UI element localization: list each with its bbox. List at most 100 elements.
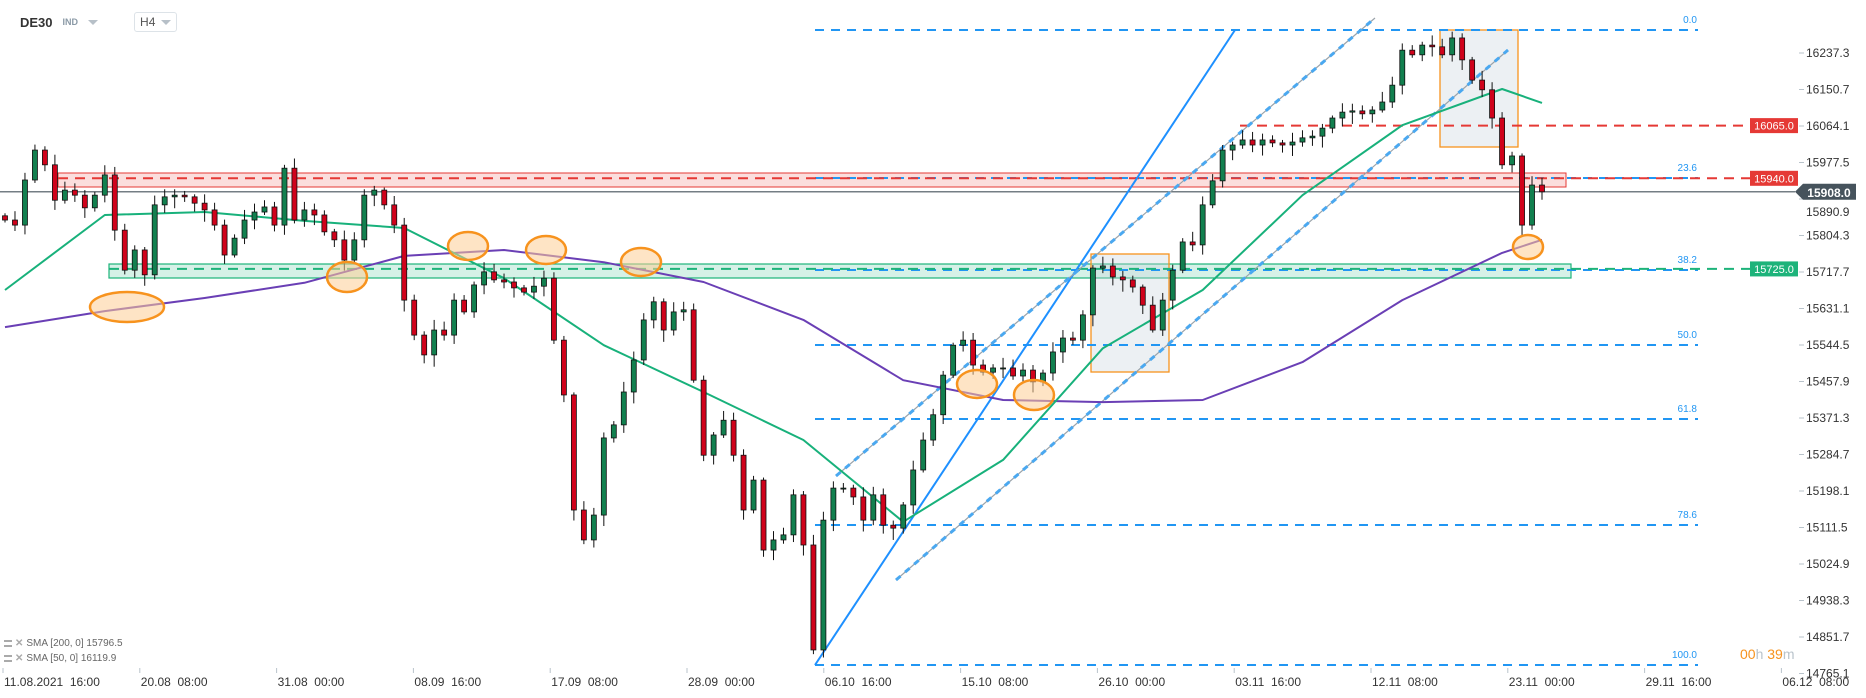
candle[interactable] bbox=[1369, 109, 1376, 115]
candle[interactable] bbox=[1379, 101, 1386, 111]
candle[interactable] bbox=[1249, 139, 1256, 146]
candle[interactable] bbox=[1020, 369, 1026, 377]
candle[interactable] bbox=[1269, 139, 1276, 144]
candle[interactable] bbox=[481, 271, 487, 286]
candle[interactable] bbox=[521, 287, 527, 293]
candle[interactable] bbox=[650, 301, 657, 321]
candle[interactable] bbox=[1429, 44, 1436, 48]
candle[interactable] bbox=[441, 329, 448, 336]
candle[interactable] bbox=[351, 239, 358, 261]
candle[interactable] bbox=[421, 334, 428, 356]
candle[interactable] bbox=[630, 359, 637, 393]
candle[interactable] bbox=[890, 524, 897, 529]
candle[interactable] bbox=[640, 319, 647, 361]
candle[interactable] bbox=[12, 219, 18, 226]
highlight-ellipse[interactable] bbox=[524, 234, 568, 266]
candle[interactable] bbox=[22, 179, 28, 226]
highlight-ellipse[interactable] bbox=[619, 246, 663, 278]
candle[interactable] bbox=[1219, 149, 1226, 182]
candle[interactable] bbox=[42, 149, 48, 166]
candle[interactable] bbox=[860, 496, 867, 521]
highlight-box[interactable] bbox=[1439, 29, 1519, 148]
candle[interactable] bbox=[670, 311, 677, 331]
candle[interactable] bbox=[660, 301, 667, 331]
candle[interactable] bbox=[1179, 241, 1186, 271]
candle[interactable] bbox=[491, 271, 497, 281]
candle[interactable] bbox=[720, 419, 727, 436]
candle[interactable] bbox=[1279, 142, 1286, 146]
candle[interactable] bbox=[950, 344, 957, 376]
candle[interactable] bbox=[1229, 144, 1236, 151]
candle[interactable] bbox=[501, 279, 507, 283]
candle[interactable] bbox=[830, 487, 837, 521]
candle[interactable] bbox=[371, 189, 378, 196]
candle[interactable] bbox=[1239, 139, 1246, 146]
candle[interactable] bbox=[1199, 204, 1206, 246]
candle[interactable] bbox=[1000, 367, 1006, 370]
candle[interactable] bbox=[800, 494, 807, 546]
candle[interactable] bbox=[191, 196, 198, 204]
candle[interactable] bbox=[970, 339, 977, 366]
candle[interactable] bbox=[161, 196, 168, 206]
candle[interactable] bbox=[321, 214, 328, 233]
candle[interactable] bbox=[570, 394, 577, 511]
close-icon[interactable]: ✕ bbox=[15, 653, 24, 664]
candle[interactable] bbox=[531, 285, 537, 293]
candle[interactable] bbox=[690, 309, 697, 381]
highlight-box[interactable] bbox=[1090, 253, 1170, 373]
candle[interactable] bbox=[121, 229, 128, 271]
candle[interactable] bbox=[1439, 46, 1446, 56]
candle[interactable] bbox=[1099, 265, 1106, 269]
candle[interactable] bbox=[920, 439, 927, 471]
candle[interactable] bbox=[131, 249, 138, 271]
highlight-ellipse[interactable] bbox=[955, 368, 999, 400]
candle[interactable] bbox=[471, 284, 477, 313]
candle[interactable] bbox=[1339, 111, 1346, 119]
candle[interactable] bbox=[551, 277, 557, 341]
candle[interactable] bbox=[231, 237, 238, 256]
candle[interactable] bbox=[101, 174, 108, 196]
candle[interactable] bbox=[401, 224, 408, 301]
candle[interactable] bbox=[590, 514, 597, 541]
candle[interactable] bbox=[840, 487, 847, 490]
symbol-dropdown-icon[interactable] bbox=[88, 19, 99, 25]
candle[interactable] bbox=[241, 219, 248, 239]
candle[interactable] bbox=[311, 209, 318, 216]
candle[interactable] bbox=[770, 539, 777, 551]
candle[interactable] bbox=[341, 239, 348, 261]
candle[interactable] bbox=[2, 215, 8, 221]
candle[interactable] bbox=[1459, 37, 1466, 61]
candle[interactable] bbox=[511, 281, 517, 289]
candle[interactable] bbox=[1079, 314, 1086, 341]
candle[interactable] bbox=[1499, 117, 1505, 166]
candle[interactable] bbox=[990, 367, 996, 373]
highlight-ellipse[interactable] bbox=[1511, 233, 1545, 261]
candle[interactable] bbox=[361, 194, 368, 241]
symbol-name[interactable]: DE30 bbox=[20, 14, 53, 30]
candle[interactable] bbox=[790, 494, 797, 536]
candle[interactable] bbox=[251, 211, 258, 221]
candle[interactable] bbox=[281, 167, 288, 226]
candle[interactable] bbox=[600, 437, 607, 516]
candle[interactable] bbox=[381, 189, 388, 206]
candle[interactable] bbox=[411, 299, 418, 336]
candle[interactable] bbox=[1139, 286, 1146, 306]
candle[interactable] bbox=[880, 494, 887, 526]
candle[interactable] bbox=[1209, 180, 1216, 206]
candle[interactable] bbox=[81, 194, 88, 209]
trend-line[interactable] bbox=[814, 29, 1236, 666]
candle[interactable] bbox=[1089, 267, 1096, 316]
candle[interactable] bbox=[1349, 110, 1356, 113]
candle[interactable] bbox=[1319, 127, 1326, 137]
candle[interactable] bbox=[1509, 155, 1515, 166]
candle[interactable] bbox=[431, 329, 438, 356]
candle[interactable] bbox=[331, 231, 338, 241]
candle[interactable] bbox=[580, 509, 587, 541]
candle[interactable] bbox=[850, 487, 857, 498]
candle[interactable] bbox=[291, 167, 298, 221]
candle[interactable] bbox=[1419, 44, 1426, 56]
candle[interactable] bbox=[91, 194, 98, 209]
candle[interactable] bbox=[1469, 59, 1476, 81]
candle[interactable] bbox=[900, 504, 907, 529]
